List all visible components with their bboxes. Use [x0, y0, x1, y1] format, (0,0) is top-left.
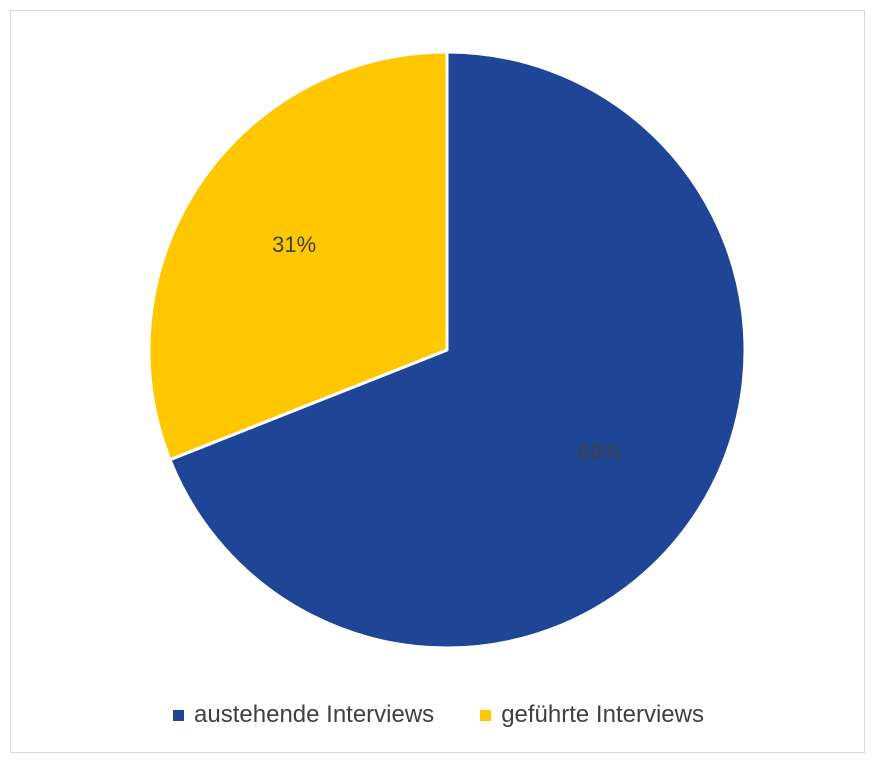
pie-slice-0[interactable]	[168, 50, 747, 650]
chart-frame: 69% 31% austehende Interviews geführte In…	[10, 10, 865, 753]
pie-slice-1[interactable]	[147, 50, 449, 462]
legend-label-gefuehrte: geführte Interviews	[501, 701, 704, 728]
legend-swatch-gefuehrte	[480, 709, 492, 721]
pie-data-labels: 69% 31%	[272, 232, 622, 465]
pie-slices	[147, 50, 747, 650]
pie-chart: 69% 31%	[147, 50, 747, 650]
legend-label-austehende: austehende Interviews	[194, 701, 435, 728]
legend-item-austehende[interactable]: austehende Interviews	[173, 701, 434, 729]
legend: austehende Interviews geführte Interview…	[11, 701, 866, 729]
pie-data-label-0: 69%	[578, 440, 622, 465]
legend-item-gefuehrte[interactable]: geführte Interviews	[480, 701, 704, 729]
pie-data-label-1: 31%	[272, 232, 316, 257]
legend-swatch-austehende	[173, 709, 185, 721]
